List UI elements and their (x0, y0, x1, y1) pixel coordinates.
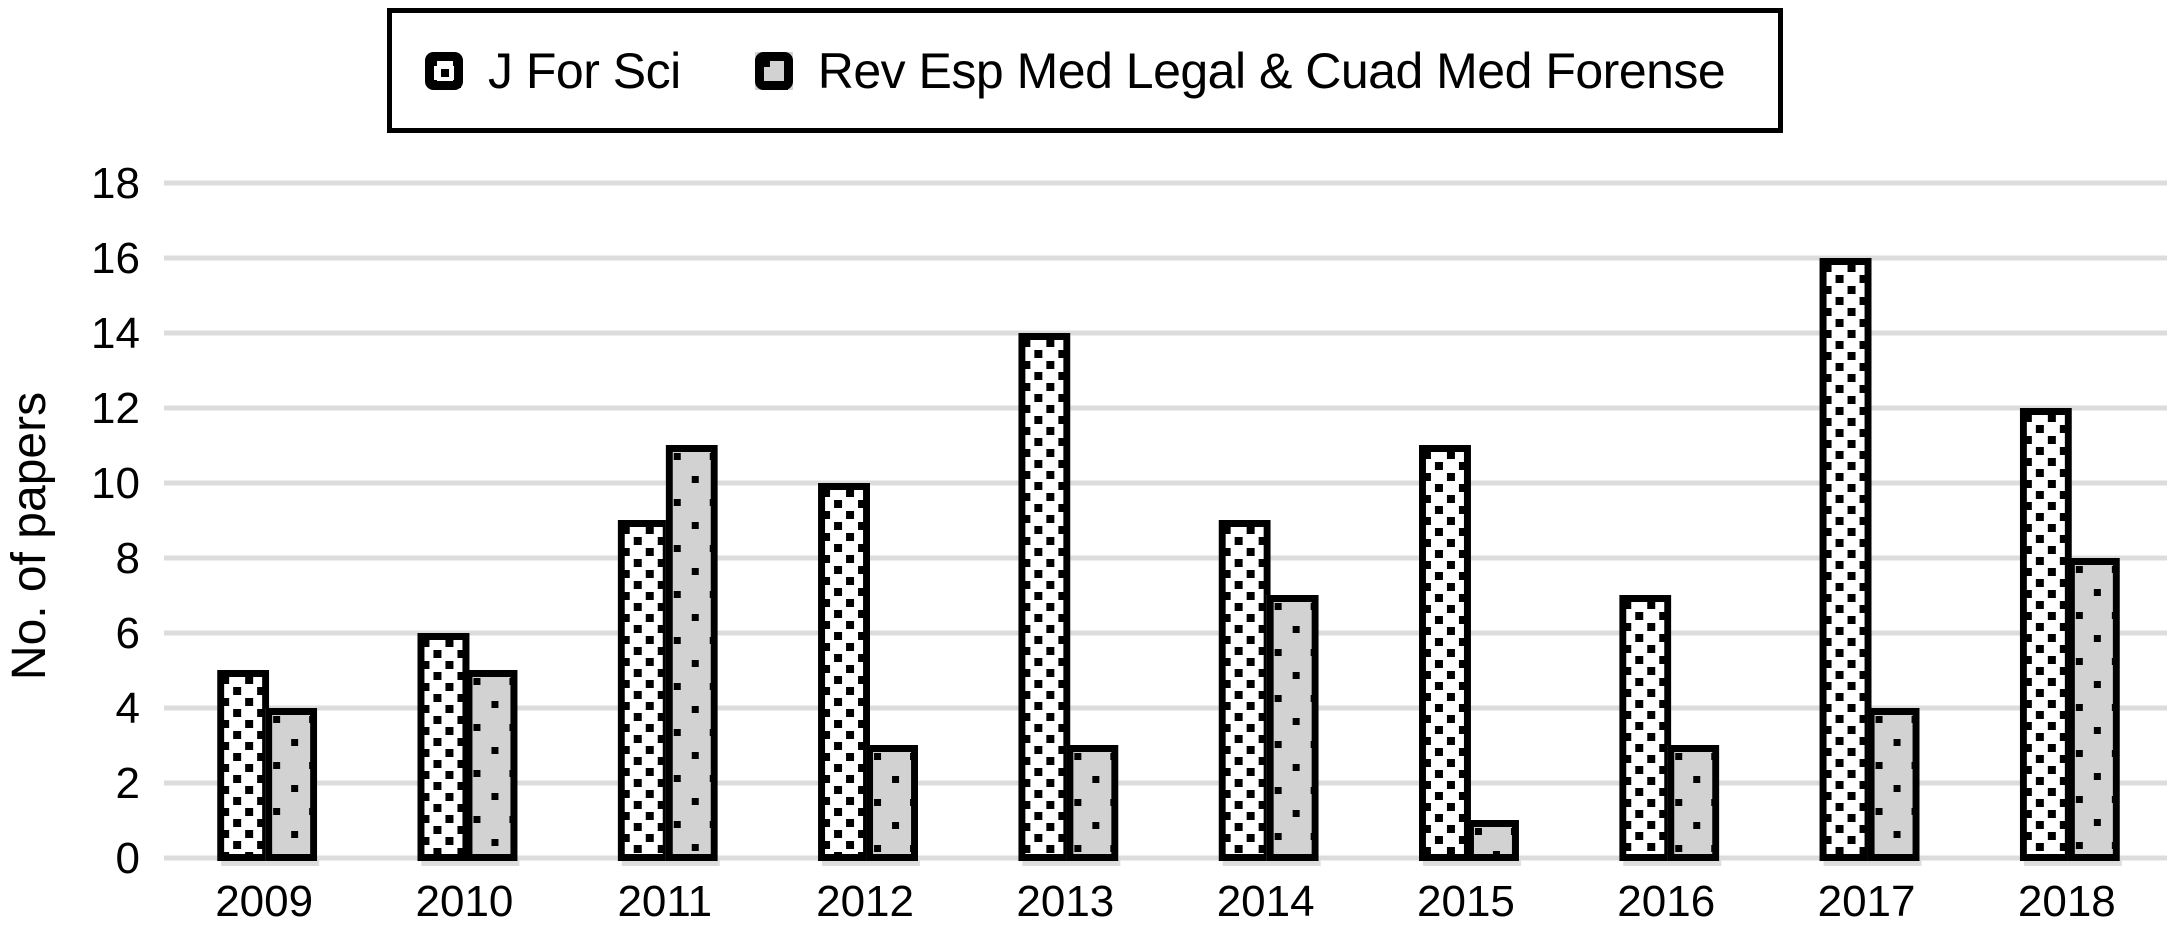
legend-item-j-for-sci: J For Sci (425, 42, 681, 100)
x-tick-label: 2011 (617, 877, 712, 926)
bar-series-0 (1018, 333, 1071, 861)
x-tick-label: 2017 (1818, 877, 1916, 926)
bar-series-0 (2019, 408, 2072, 861)
bar-series-0 (417, 633, 470, 861)
bar-series-1 (665, 445, 718, 861)
bar-shadow (1422, 859, 1521, 866)
y-tick-label: 6 (116, 609, 140, 658)
bar-series-1 (465, 670, 518, 861)
y-tick-label: 16 (91, 234, 140, 283)
legend-swatch-dotted-white-icon (425, 51, 463, 90)
y-tick-label: 10 (91, 459, 140, 508)
y-tick-label: 14 (91, 309, 140, 358)
bar-series-1 (1266, 595, 1319, 861)
legend-label: J For Sci (488, 42, 681, 99)
x-tick-label: 2018 (2018, 877, 2116, 926)
x-tick-label: 2009 (215, 877, 313, 926)
bar-series-0 (1418, 445, 1471, 861)
bar-series-0 (818, 483, 871, 861)
legend-label: Rev Esp Med Legal & Cuad Med Forense (817, 42, 1726, 99)
bar-shadow (1222, 859, 1321, 866)
bar-shadow (1022, 859, 1121, 866)
bar-series-0 (1218, 520, 1271, 861)
y-tick-label: 18 (91, 159, 140, 208)
x-tick-label: 2016 (1617, 877, 1715, 926)
legend-swatch-dotted-gray-icon (754, 51, 793, 90)
y-tick-label: 0 (116, 834, 140, 883)
bar-series-0 (217, 670, 270, 861)
bar-series-1 (2067, 558, 2120, 861)
bar-shadow (621, 859, 720, 866)
x-tick-label: 2012 (816, 877, 914, 926)
y-tick-label: 8 (116, 534, 140, 583)
y-tick-label: 4 (116, 684, 140, 733)
bar-series-0 (617, 520, 670, 861)
bar-series-1 (1667, 745, 1720, 861)
x-tick-label: 2013 (1016, 877, 1114, 926)
bar-shadow (1823, 859, 1922, 866)
x-tick-label: 2014 (1217, 877, 1315, 926)
bar-series-0 (1819, 258, 1872, 861)
bar-series-1 (1867, 708, 1920, 861)
legend: J For Sci Rev Esp Med Legal & Cuad Med F… (387, 8, 1783, 133)
y-tick-label: 12 (91, 384, 140, 433)
bar-series-1 (866, 745, 919, 861)
bar-shadow (1623, 859, 1722, 866)
bar-series-0 (1619, 595, 1672, 861)
y-tick-label: 2 (116, 759, 140, 808)
bar-shadow (822, 859, 921, 866)
bar-shadow (2023, 859, 2122, 866)
x-tick-label: 2010 (416, 877, 514, 926)
bar-series-1 (1066, 745, 1119, 861)
bar-shadow (221, 859, 320, 866)
bar-shadow (421, 859, 520, 866)
bar-series-1 (1466, 820, 1519, 861)
x-tick-label: 2015 (1417, 877, 1515, 926)
bar-series-1 (265, 708, 318, 861)
legend-item-rev-esp: Rev Esp Med Legal & Cuad Med Forense (754, 42, 1726, 100)
